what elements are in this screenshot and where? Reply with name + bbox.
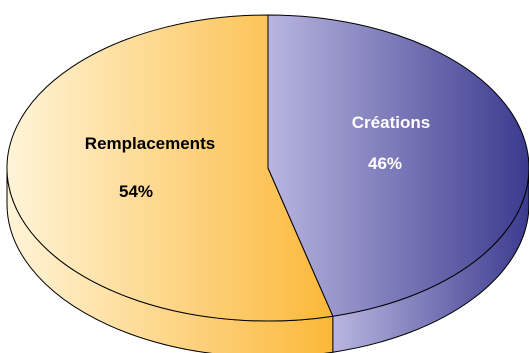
slice-label-creations: Créations: [352, 113, 430, 132]
slice-label-remplacements: Remplacements: [85, 134, 215, 153]
pie-slice-remplacements: [6, 14, 334, 322]
slice-value-creations: 46%: [368, 154, 402, 173]
slice-value-remplacements: 54%: [119, 182, 153, 201]
pie-slice-creations: [267, 14, 529, 317]
